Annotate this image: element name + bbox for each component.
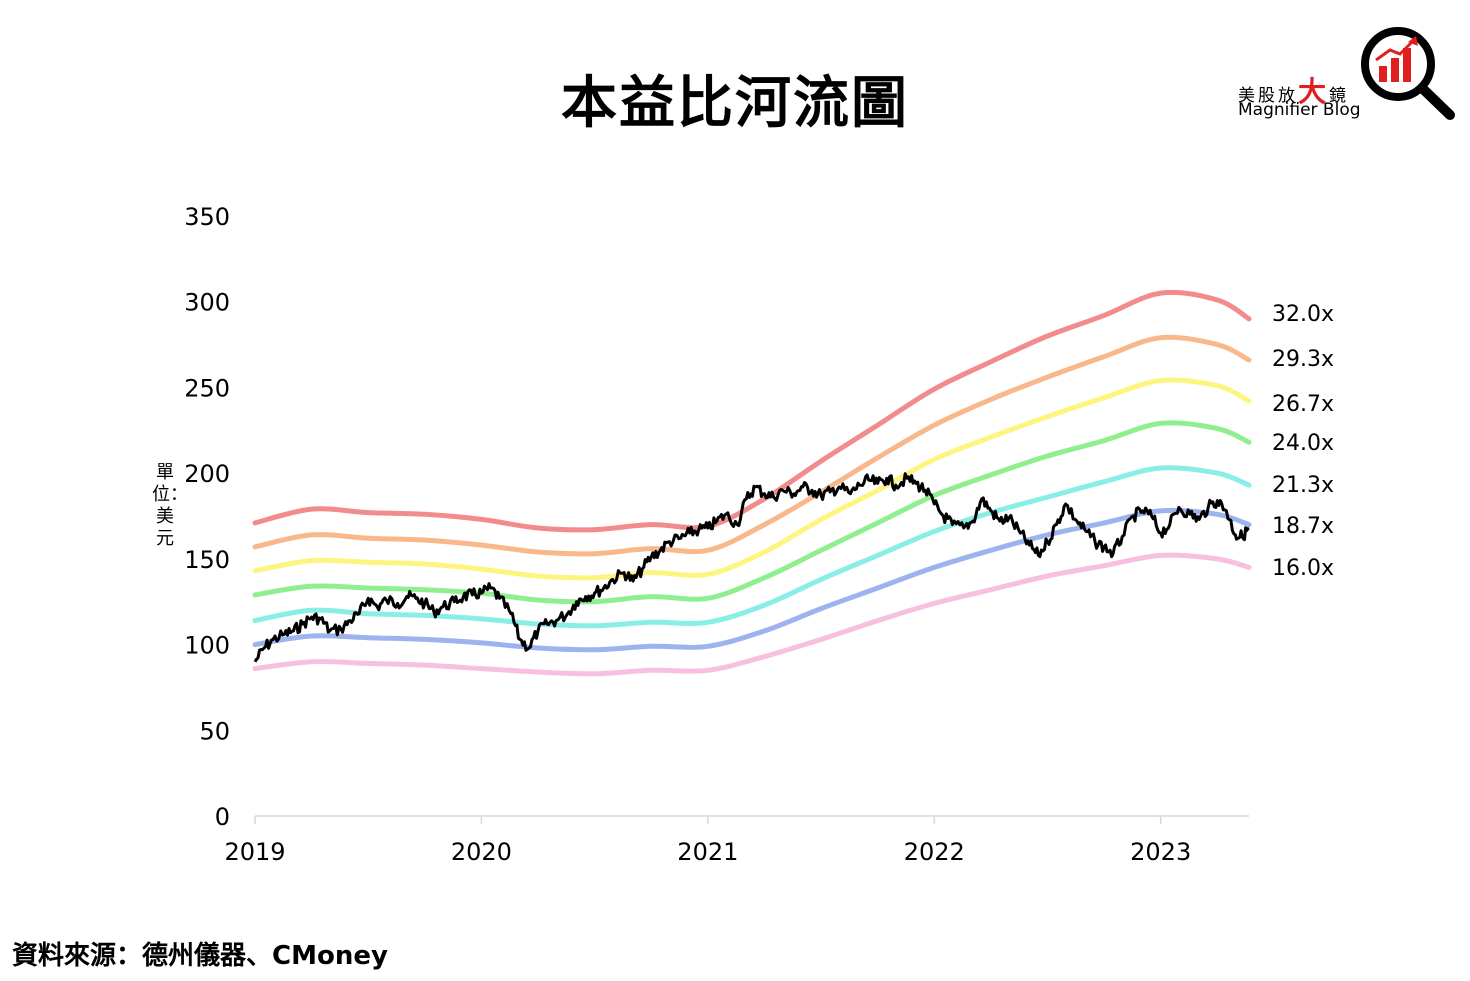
x-axis: 2019 2020 2021 2022 2023	[224, 815, 1249, 866]
pe-band-label: 21.3x	[1272, 473, 1334, 498]
magnifier-bar-chart-icon	[1361, 27, 1455, 120]
pe-band-label: 16.0x	[1272, 556, 1334, 581]
pe-band-label: 26.7x	[1272, 392, 1334, 417]
logo-text-cn: 美股放大鏡	[1238, 70, 1349, 110]
pe-band-label: 32.0x	[1272, 302, 1334, 327]
y-tick-label: 50	[199, 717, 230, 745]
data-source-note: 資料來源：德州儀器、CMoney	[12, 941, 388, 971]
logo-text-cn-part-2: 大	[1298, 75, 1330, 108]
y-tick-label: 350	[184, 203, 230, 231]
x-tick-label: 2023	[1130, 838, 1191, 866]
logo-text-en: Magnifier Blog	[1238, 100, 1361, 120]
pe-band-16-0x	[252, 552, 1252, 677]
stock-price-line	[253, 472, 1250, 663]
x-tick-label: 2022	[904, 838, 965, 866]
price-series	[253, 472, 1250, 663]
chart-title: 本益比河流圖	[561, 71, 909, 136]
pe-band-label: 29.3x	[1272, 347, 1334, 372]
y-tick-label: 200	[184, 460, 230, 488]
y-tick-label: 300	[184, 289, 230, 317]
pe-bands	[252, 290, 1252, 677]
y-tick-label: 0	[215, 803, 230, 831]
x-tick-label: 2019	[224, 838, 285, 866]
x-tick-label: 2020	[451, 838, 512, 866]
pe-band-21-3x	[252, 465, 1252, 629]
logo: 美股放大鏡 Magnifier Blog	[1228, 22, 1460, 122]
pe-band-labels: 32.0x 29.3x 26.7x 24.0x 21.3x 18.7x 16.0x	[1272, 302, 1334, 581]
pe-band-18-7x	[252, 507, 1252, 653]
pe-band-label: 18.7x	[1272, 514, 1334, 539]
pe-band-29-3x	[252, 334, 1252, 557]
y-tick-label: 100	[184, 632, 230, 660]
y-axis-ticks: 0 50 100 150 200 250 300 350	[184, 203, 230, 831]
y-tick-label: 150	[184, 546, 230, 574]
pe-band-24-0x	[252, 420, 1252, 605]
pe-band-26-7x	[252, 377, 1252, 581]
pe-band-label: 24.0x	[1272, 431, 1334, 456]
y-tick-label: 250	[184, 374, 230, 402]
x-tick-label: 2021	[677, 838, 738, 866]
logo-text-cn-part-3: 鏡	[1329, 86, 1350, 106]
logo-text-cn-part-1: 美股放	[1238, 86, 1298, 106]
